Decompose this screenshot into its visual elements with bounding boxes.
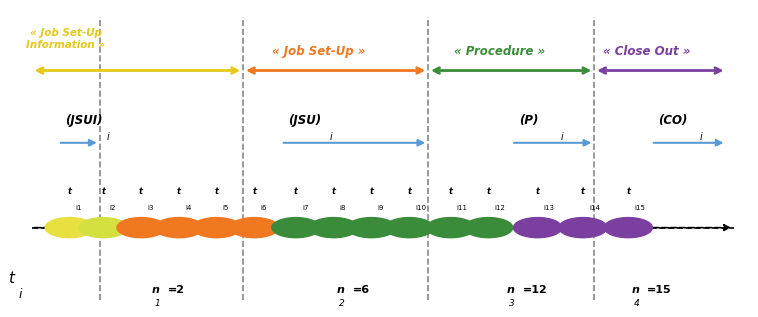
Text: i10: i10 xyxy=(415,205,426,211)
Text: t: t xyxy=(215,187,218,196)
Circle shape xyxy=(347,217,396,238)
Circle shape xyxy=(513,217,562,238)
Text: i: i xyxy=(560,132,563,141)
Text: (JSUI): (JSUI) xyxy=(66,114,103,127)
Text: 1: 1 xyxy=(154,299,160,307)
Circle shape xyxy=(45,217,93,238)
Text: t: t xyxy=(294,187,298,196)
Text: i5: i5 xyxy=(223,205,229,211)
Text: i2: i2 xyxy=(109,205,116,211)
Text: 2: 2 xyxy=(340,299,345,307)
Text: t: t xyxy=(626,187,630,196)
Text: $t$: $t$ xyxy=(8,270,17,286)
Text: i8: i8 xyxy=(340,205,346,211)
Text: n: n xyxy=(507,286,515,295)
Text: « Close Out »: « Close Out » xyxy=(603,45,691,58)
Text: =15: =15 xyxy=(647,286,672,295)
Text: t: t xyxy=(407,187,411,196)
Text: 4: 4 xyxy=(634,299,640,307)
Circle shape xyxy=(604,217,653,238)
Text: t: t xyxy=(581,187,585,196)
Circle shape xyxy=(155,217,203,238)
Text: i7: i7 xyxy=(302,205,309,211)
Text: i3: i3 xyxy=(147,205,154,211)
Circle shape xyxy=(385,217,434,238)
Text: (JSU): (JSU) xyxy=(288,114,321,127)
Text: i6: i6 xyxy=(261,205,267,211)
Text: n: n xyxy=(152,286,160,295)
Text: « Job Set-Up
Information »: « Job Set-Up Information » xyxy=(26,28,105,50)
Circle shape xyxy=(272,217,320,238)
Text: n: n xyxy=(337,286,345,295)
Text: i13: i13 xyxy=(543,205,555,211)
Circle shape xyxy=(465,217,512,238)
Text: i: i xyxy=(330,132,333,141)
Text: t: t xyxy=(252,187,256,196)
Text: i15: i15 xyxy=(634,205,645,211)
Text: (P): (P) xyxy=(518,114,538,127)
Circle shape xyxy=(117,217,165,238)
Circle shape xyxy=(559,217,607,238)
Text: t: t xyxy=(536,187,540,196)
Text: n: n xyxy=(631,286,640,295)
Circle shape xyxy=(427,217,475,238)
Circle shape xyxy=(230,217,278,238)
Circle shape xyxy=(309,217,358,238)
Circle shape xyxy=(193,217,241,238)
Text: i1: i1 xyxy=(75,205,82,211)
Text: « Job Set-Up »: « Job Set-Up » xyxy=(272,45,365,58)
Text: i14: i14 xyxy=(589,205,600,211)
Text: i: i xyxy=(107,132,110,141)
Text: i4: i4 xyxy=(185,205,191,211)
Text: $i$: $i$ xyxy=(17,287,23,301)
Text: t: t xyxy=(177,187,181,196)
Text: 3: 3 xyxy=(509,299,515,307)
Text: =6: =6 xyxy=(352,286,370,295)
Text: « Procedure »: « Procedure » xyxy=(454,45,546,58)
Text: t: t xyxy=(67,187,71,196)
Text: =12: =12 xyxy=(522,286,547,295)
Text: t: t xyxy=(487,187,490,196)
Text: t: t xyxy=(369,187,374,196)
Text: i12: i12 xyxy=(494,205,506,211)
Text: i11: i11 xyxy=(457,205,468,211)
Text: t: t xyxy=(102,187,105,196)
Text: t: t xyxy=(139,187,143,196)
Text: i: i xyxy=(700,132,703,141)
Text: t: t xyxy=(332,187,336,196)
Circle shape xyxy=(79,217,127,238)
Text: =2: =2 xyxy=(168,286,184,295)
Text: t: t xyxy=(449,187,453,196)
Text: (CO): (CO) xyxy=(659,114,688,127)
Text: i9: i9 xyxy=(377,205,384,211)
